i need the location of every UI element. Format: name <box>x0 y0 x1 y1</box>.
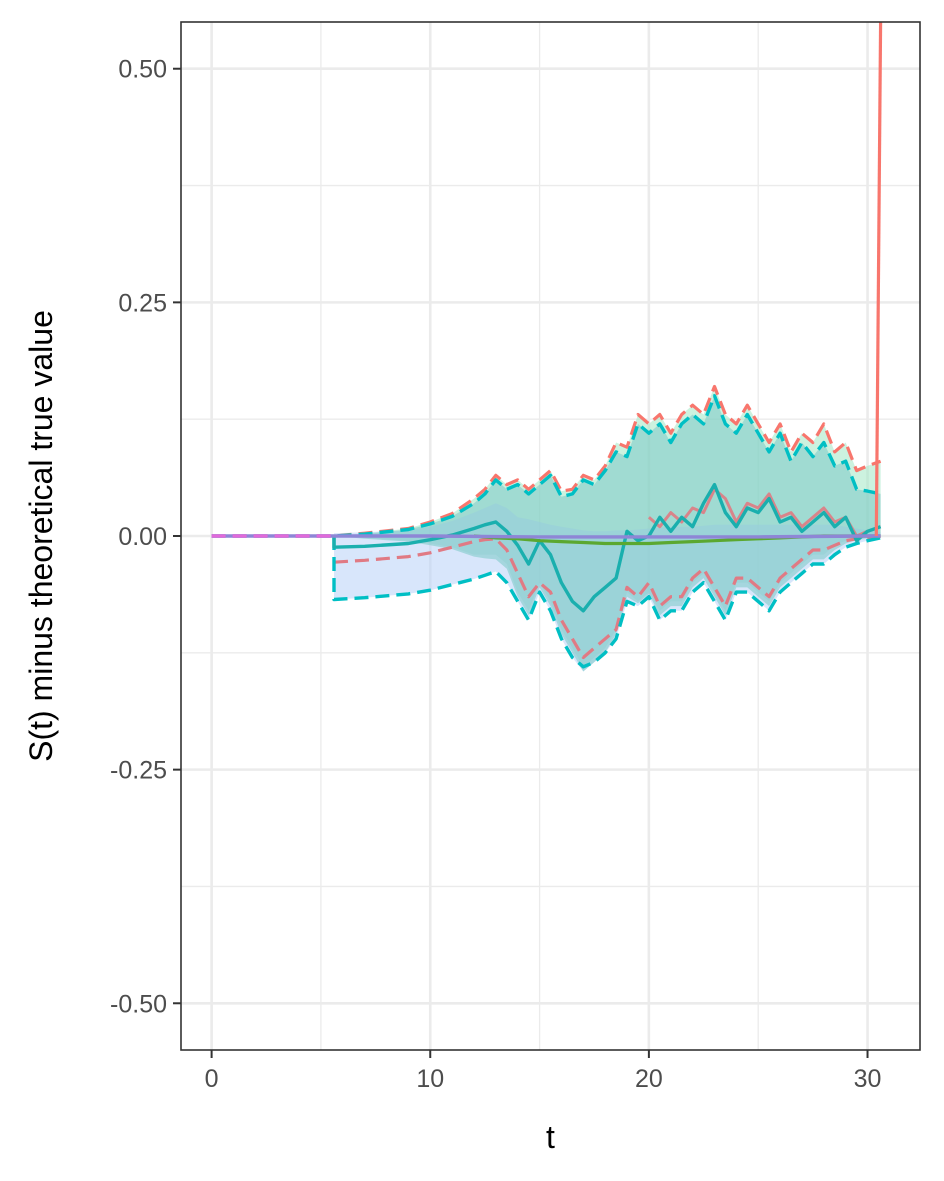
series-line-0 <box>211 384 882 538</box>
y-tick-label: -0.50 <box>110 990 167 1018</box>
series-line-1 <box>333 534 881 660</box>
y-tick-label: 0.50 <box>118 56 167 84</box>
x-tick-label: 0 <box>205 1065 219 1093</box>
series-line-2 <box>211 394 881 538</box>
y-tick-label: 0.00 <box>118 523 167 551</box>
y-tick-label: 0.25 <box>118 289 167 317</box>
x-tick-label: 20 <box>635 1065 663 1093</box>
x-axis-title: t <box>546 1119 555 1155</box>
series-line-4 <box>647 487 882 538</box>
confidence-band-2 <box>334 395 881 672</box>
x-tick-label: 30 <box>854 1065 882 1093</box>
series-line-7 <box>211 534 881 539</box>
data-layer <box>211 22 883 672</box>
y-tick-label: -0.25 <box>110 757 167 785</box>
plot-area: 0 10 20 30 -0.50 -0.25 0.00 0.25 0.50 <box>110 21 921 1093</box>
series-line-3 <box>332 536 881 669</box>
series-line-9 <box>874 22 883 537</box>
x-tick-label: 10 <box>416 1065 444 1093</box>
y-axis-title: S(t) minus theoretical true value <box>23 310 59 762</box>
